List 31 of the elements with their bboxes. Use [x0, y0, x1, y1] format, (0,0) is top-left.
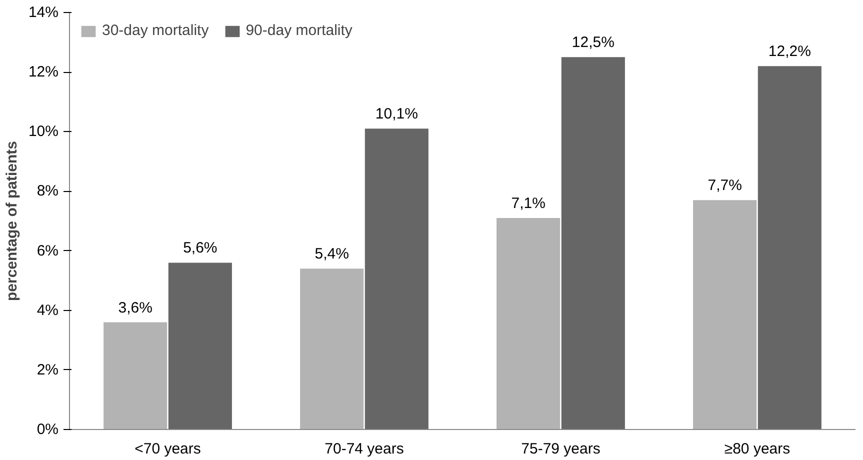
data-label: 5,4% [314, 246, 349, 263]
bar [300, 268, 364, 430]
data-label: 5,6% [183, 240, 218, 257]
bar [758, 66, 822, 430]
bar [561, 57, 625, 430]
bar [168, 262, 232, 430]
bar [364, 128, 428, 430]
legend-label: 30-day mortality [102, 22, 209, 39]
y-tick-label: 12% [28, 64, 59, 81]
data-label: 7,7% [708, 177, 742, 194]
data-label: 12,5% [572, 34, 614, 52]
data-label: 10,1% [375, 106, 418, 123]
y-tick-label: 10% [28, 123, 59, 140]
bar [693, 200, 757, 430]
y-tick-label: 4% [36, 302, 59, 319]
data-label: 7,1% [511, 195, 546, 212]
y-tick-label: 8% [36, 182, 59, 200]
x-tick-label: 75-79 years [521, 440, 600, 458]
bar [496, 218, 560, 430]
y-tick-label: 6% [36, 242, 59, 260]
x-tick-label: ≥80 years [724, 440, 790, 458]
data-label: 3,6% [118, 299, 152, 316]
x-tick-label: 70-74 years [324, 440, 404, 458]
y-tick-label: 0% [36, 421, 59, 438]
bar [104, 322, 168, 430]
legend-label: 90-day mortality [246, 22, 352, 39]
y-axis-title: percentage of patients [3, 140, 20, 302]
y-tick-label: 2% [36, 361, 59, 378]
x-tick-label: <70 years [134, 440, 201, 458]
y-tick-label: 14% [28, 4, 59, 21]
data-label: 12,2% [768, 43, 811, 60]
